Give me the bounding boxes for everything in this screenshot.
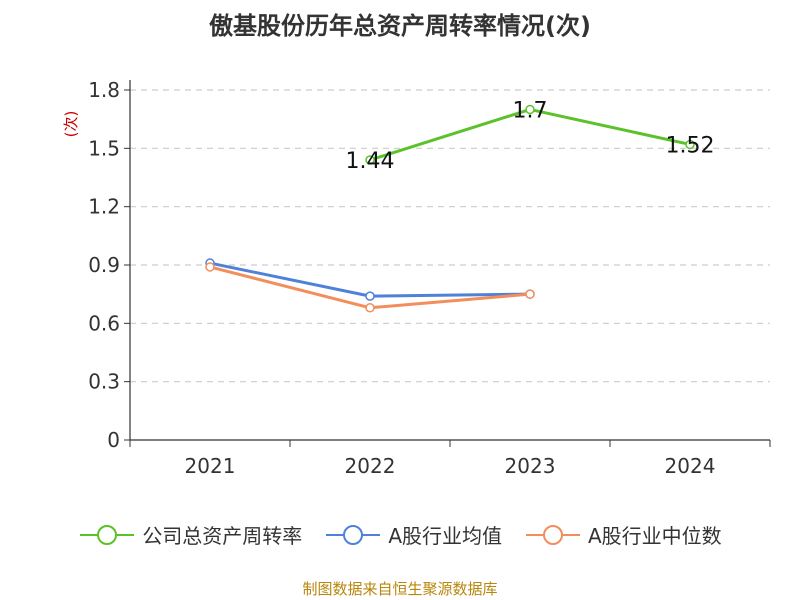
legend-swatch-industry-mean	[326, 524, 381, 545]
y-tick-label: 1.8	[88, 78, 120, 102]
legend-label-industry-median: A股行业中位数	[588, 524, 722, 548]
legend-swatch-industry-median	[526, 524, 580, 545]
y-tick-label: 0.9	[88, 253, 120, 277]
data-label: 1.52	[666, 133, 715, 158]
data-point	[205, 262, 215, 272]
legend-swatch-company	[80, 524, 135, 545]
data-label: 1.44	[346, 149, 395, 174]
source-note: 制图数据来自恒生聚源数据库	[302, 580, 498, 598]
data-point	[365, 155, 375, 165]
y-tick-label: 0	[107, 428, 120, 452]
chart-title: 傲基股份历年总资产周转率情况(次)	[209, 12, 591, 40]
y-tick-label: 1.5	[88, 136, 120, 160]
data-point	[525, 289, 535, 299]
legend-item-industry-median[interactable]: A股行业中位数	[524, 520, 722, 549]
x-tick-label: 2022	[345, 454, 396, 478]
y-tick-label: 0.6	[88, 311, 120, 335]
legend: 公司总资产周转率 A股行业均值 A股行业中位数	[0, 520, 800, 549]
x-tick-label: 2021	[185, 454, 236, 478]
data-point	[365, 291, 375, 301]
x-tick-label: 2024	[665, 454, 716, 478]
data-point	[525, 104, 535, 115]
y-axis-label: (次)	[62, 111, 80, 138]
y-tick-label: 0.3	[88, 370, 120, 394]
legend-label-industry-mean: A股行业均值	[388, 524, 502, 548]
data-point	[365, 303, 375, 313]
legend-label-company: 公司总资产周转率	[142, 524, 303, 548]
data-label: 1.7	[513, 98, 548, 123]
data-point	[685, 139, 695, 150]
y-tick-label: 1.2	[88, 195, 120, 219]
legend-item-company[interactable]: 公司总资产周转率	[78, 520, 302, 549]
legend-item-industry-mean[interactable]: A股行业均值	[324, 520, 502, 549]
x-tick-label: 2023	[505, 454, 556, 478]
